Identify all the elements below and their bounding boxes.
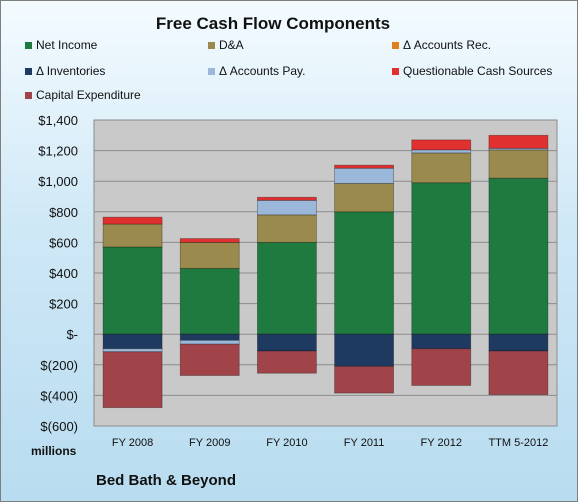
bar-segment (257, 214, 317, 243)
legend-label: D&A (219, 38, 244, 52)
bar-segment (179, 241, 240, 269)
legend-label: Δ Inventories (36, 64, 106, 78)
legend-swatch (208, 42, 215, 49)
bar-segment (488, 333, 549, 352)
legend-item-capex: Capital Expenditure (25, 88, 141, 102)
bar-segment (179, 343, 240, 376)
bar-segment (334, 183, 394, 213)
legend-label: Δ Accounts Rec. (403, 38, 492, 52)
y-tick-label: $(600) (40, 419, 78, 434)
legend-label: Capital Expenditure (36, 88, 141, 102)
legend-swatch (208, 68, 215, 75)
y-tick-label: $(200) (40, 358, 78, 373)
bar-segment (102, 246, 163, 335)
y-tick-label: $1,000 (38, 174, 78, 189)
legend-swatch (25, 42, 32, 49)
bar-segment (257, 333, 317, 352)
chart-title: Free Cash Flow Components (155, 14, 391, 33)
bar-segment (257, 199, 317, 216)
y-tick-label: $1,200 (38, 144, 78, 159)
bar-segment (257, 196, 317, 201)
bar-segment (411, 152, 472, 184)
bar-segment (334, 365, 394, 394)
bar-segment (411, 149, 472, 154)
bar-segment (179, 238, 240, 243)
legend-item-inventories: Δ Inventories (25, 64, 105, 78)
legend-label: Questionable Cash Sources (403, 64, 553, 78)
legend-item-da: D&A (208, 38, 244, 52)
x-tick-label: FY 2008 (112, 437, 153, 449)
bar-segment (102, 351, 163, 409)
bar-segment (334, 164, 394, 169)
bar-segment (488, 177, 549, 335)
bar-segment (334, 167, 394, 184)
company-name: Bed Bath & Beyond (96, 472, 237, 489)
legend-label: Net Income (36, 38, 98, 52)
y-tick-label: $200 (49, 297, 78, 312)
x-tick-label: FY 2010 (266, 437, 307, 449)
bar-segment (411, 182, 472, 335)
bar-segment (257, 241, 317, 335)
legend-swatch (25, 68, 32, 75)
y-tick-label: $- (66, 327, 78, 342)
y-tick-label: $400 (49, 266, 78, 281)
x-tick-label: FY 2012 (421, 437, 462, 449)
y-tick-label: $1,400 (38, 113, 78, 128)
bar-segment (102, 348, 163, 353)
legend-swatch (392, 42, 399, 49)
bar-segment (334, 333, 394, 367)
bar-segment (411, 348, 472, 386)
y-tick-label: $600 (49, 235, 78, 250)
legend-item-accounts-pay: Δ Accounts Pay. (208, 64, 306, 78)
x-tick-label: FY 2009 (189, 437, 230, 449)
bar-segment (488, 134, 549, 149)
bar-segment (411, 139, 472, 151)
bar-segment (411, 333, 472, 350)
bar-segment (179, 339, 240, 345)
legend-item-questionable: Questionable Cash Sources (392, 64, 552, 78)
legend-item-accounts-rec: Δ Accounts Rec. (392, 38, 491, 52)
legend-item-net-income: Net Income (25, 38, 97, 52)
bar-segment (102, 216, 163, 225)
bar-segment (179, 268, 240, 335)
y-tick-label: $800 (49, 205, 78, 220)
legend-label: Δ Accounts Pay. (219, 64, 306, 78)
bar-segment (488, 350, 549, 396)
legend-swatch (25, 92, 32, 99)
legend-swatch (392, 68, 399, 75)
bar-segment (257, 350, 317, 374)
bar-segment (334, 211, 394, 335)
x-tick-label: TTM 5-2012 (488, 437, 548, 449)
bar-segment (179, 333, 240, 341)
bar-segment (102, 223, 163, 248)
units-label: millions (31, 444, 77, 458)
y-tick-label: $(400) (40, 388, 78, 403)
bar-segment (488, 149, 549, 179)
bar-segment (102, 333, 163, 350)
x-tick-label: FY 2011 (344, 437, 385, 449)
